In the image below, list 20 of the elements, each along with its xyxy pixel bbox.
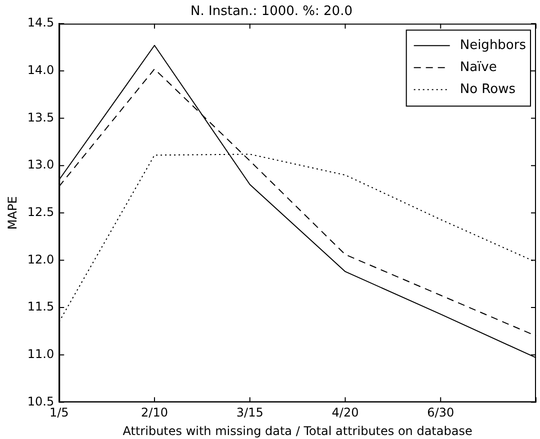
y-tick-label: 12.5 [27,205,54,220]
y-tick-label: 10.5 [27,394,54,408]
y-tick-label: 13.5 [27,110,54,124]
x-tick-label: 6/30 [427,406,454,420]
x-tick-label: 2/10 [141,406,168,420]
x-tick-label: 3/15 [236,406,264,420]
legend-label: No Rows [460,82,516,97]
y-tick-label: 13.0 [27,158,54,172]
y-tick-label: 14.5 [27,16,54,30]
legend-label: Neighbors [460,38,526,53]
legend-label: Naïve [460,60,497,75]
x-axis-title: Attributes with missing data / Total attributes on database [122,424,472,438]
y-tick-label: 11.5 [27,300,54,314]
x-tick-label: 4/20 [332,406,359,420]
y-tick-label: 14.0 [27,63,54,78]
y-tick-label: 12.0 [27,252,54,266]
y-tick-label: 11.0 [27,347,54,361]
chart-title: N. Instan.: 1000. %: 20.0 [190,4,352,20]
y-axis-title: MAPE [5,196,20,230]
x-tick-label: 1/5 [49,406,69,420]
